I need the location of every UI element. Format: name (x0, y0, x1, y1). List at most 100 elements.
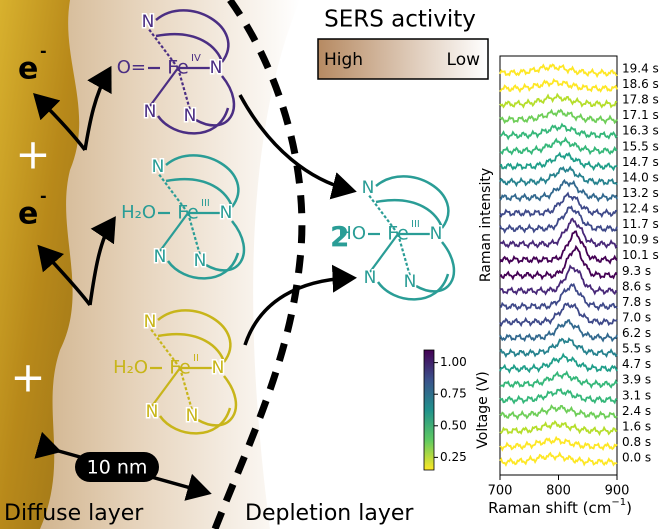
colorbar-tick-label: 1.00 (440, 355, 467, 369)
n-label: N (210, 58, 223, 78)
spectrum (499, 301, 618, 328)
spectrum (499, 387, 618, 405)
ligand (197, 375, 238, 427)
ligand (415, 241, 456, 293)
ligand (155, 33, 224, 63)
spectrum (499, 151, 618, 172)
time-label: 7.8 s (622, 295, 651, 309)
metal: Fe (177, 202, 199, 224)
spectrum (499, 264, 618, 296)
bond (367, 193, 399, 235)
spectrum (499, 165, 618, 188)
time-label: 11.7 s (622, 217, 659, 231)
bond (176, 67, 192, 111)
time-label: 8.6 s (622, 279, 651, 293)
axial-ligand: H₂O (113, 357, 148, 378)
spectrum (499, 352, 618, 374)
scale-label: 10 nm (87, 457, 148, 479)
depletion-label: Depletion layer (245, 501, 414, 526)
ligand (157, 333, 226, 363)
time-label: 14.7 s (622, 155, 659, 169)
spectrum (499, 404, 618, 421)
plus: + (10, 353, 45, 402)
time-label: 7.0 s (622, 310, 651, 324)
colorbar (423, 349, 435, 471)
time-label: 1.6 s (622, 419, 651, 433)
ligand (156, 107, 230, 135)
n-label: N (152, 157, 165, 177)
time-label: 0.8 s (622, 435, 651, 449)
ligand (376, 273, 450, 301)
x-axis-label-part: −1 (611, 497, 626, 508)
oxidation-state: III (411, 219, 420, 230)
time-label: 10.1 s (622, 248, 659, 262)
bond (157, 172, 189, 214)
spectrum (499, 108, 618, 125)
n-label: N (212, 358, 225, 378)
metal: Fe (387, 223, 409, 245)
complex: N N N N Fe III H₂O (121, 154, 246, 280)
colorbar-tick-label: 0.50 (440, 418, 467, 432)
time-label: 17.1 s (622, 108, 659, 122)
spectrum (499, 122, 618, 141)
axial-ligand: O= (117, 57, 146, 78)
sers-high: High (324, 50, 363, 70)
n-label: N (184, 106, 197, 126)
axial-ligand: H₂O (121, 202, 156, 223)
colorbar-tick-label: 0.25 (440, 450, 467, 464)
spectrum (499, 92, 618, 109)
time-label: 9.3 s (622, 264, 651, 278)
n-label: N (154, 247, 167, 267)
time-label: 5.5 s (622, 342, 651, 356)
electron: e (18, 197, 38, 232)
oxidation-state: IV (191, 53, 201, 64)
n-label: N (142, 12, 155, 32)
n-label: N (362, 178, 375, 198)
colorbar-label: Voltage (V) (475, 371, 491, 448)
time-label: 4.7 s (622, 357, 651, 371)
ligand (375, 175, 450, 229)
metal: Fe (167, 57, 189, 79)
n-label: N (220, 203, 233, 223)
n-label: N (194, 251, 207, 271)
spectrum (499, 282, 618, 312)
diffuse-label: Diffuse layer (4, 501, 144, 526)
spectrum (499, 230, 618, 265)
ligand (195, 75, 236, 127)
axial-ligand: HO (338, 223, 366, 244)
n-label: N (430, 224, 443, 244)
boundary (211, 0, 306, 529)
spectrum (499, 337, 618, 359)
sers-bar (317, 38, 489, 80)
spectrum (499, 370, 618, 390)
time-label: 16.3 s (622, 124, 659, 138)
ligand (166, 252, 240, 280)
plus: + (15, 130, 50, 179)
spectrum (499, 178, 618, 203)
spectrum (499, 435, 618, 452)
spectrum (499, 205, 618, 234)
time-label: 2.4 s (622, 404, 651, 418)
time-label: 3.1 s (622, 388, 651, 402)
metal: Fe (169, 357, 191, 379)
oxidation-state: II (193, 353, 199, 364)
x-tick-label: 900 (605, 484, 630, 499)
electron-charge: - (40, 42, 47, 61)
spectrum (499, 191, 618, 219)
time-label: 18.6 s (622, 77, 659, 91)
ligand (165, 178, 234, 208)
complex: N N N N Fe II H₂O (113, 309, 238, 435)
bond (178, 367, 194, 411)
x-axis-label: Raman shift (cm−1) (488, 497, 632, 517)
complex: N N N N Fe IV O= (117, 9, 236, 135)
spectrum (499, 419, 618, 437)
oxidation-state: III (201, 198, 210, 209)
spectrum (499, 78, 618, 94)
bond (369, 233, 399, 273)
time-label: 14.0 s (622, 170, 659, 184)
bond (151, 367, 181, 407)
bond (396, 233, 412, 277)
time-label: 3.9 s (622, 373, 651, 387)
